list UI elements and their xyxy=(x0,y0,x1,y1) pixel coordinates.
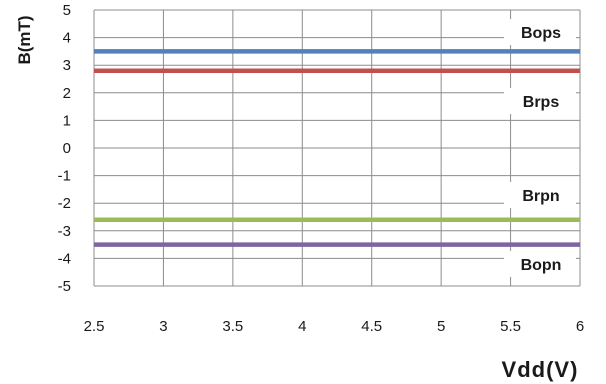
y-tick-labels: 5 4 3 2 1 0 -1 -2 -3 -4 -5 xyxy=(58,2,71,295)
gridlines xyxy=(93,9,581,287)
y-tick-label: -5 xyxy=(58,278,71,295)
series-labels: Bops Brps Brpn Bopn xyxy=(504,19,576,277)
y-tick-label: -1 xyxy=(58,168,71,185)
x-tick-label: 4 xyxy=(298,318,306,335)
x-tick-labels: 2.5 3 3.5 4 4.5 5 5.5 6 xyxy=(84,318,585,335)
y-tick-label: 0 xyxy=(63,140,71,157)
x-tick-label: 4.5 xyxy=(361,318,382,335)
x-tick-label: 6 xyxy=(576,318,584,335)
series-label-bopn: Bopn xyxy=(521,257,562,274)
series-label-brpn: Brpn xyxy=(522,188,559,205)
y-tick-label: -3 xyxy=(58,223,71,240)
series-label-box xyxy=(504,88,576,115)
x-tick-label: 2.5 xyxy=(84,318,105,335)
series-label-box xyxy=(504,250,576,277)
series-label-brps: Brps xyxy=(523,94,560,111)
y-tick-label: 3 xyxy=(63,57,71,74)
x-tick-label: 3.5 xyxy=(222,318,243,335)
series-label-box xyxy=(504,181,576,208)
series-lines xyxy=(94,49,580,247)
x-axis-label: Vdd(V) xyxy=(502,357,579,382)
y-tick-label: -4 xyxy=(58,250,71,267)
x-tick-label: 5 xyxy=(437,318,445,335)
y-tick-label: 2 xyxy=(63,85,71,102)
y-tick-label: 4 xyxy=(63,30,71,47)
y-tick-label: -2 xyxy=(58,195,71,212)
series-label-bops: Bops xyxy=(521,25,561,42)
y-tick-label: 1 xyxy=(63,112,71,129)
y-axis-label: B(mT) xyxy=(15,15,34,64)
x-tick-label: 5.5 xyxy=(500,318,521,335)
x-tick-label: 3 xyxy=(159,318,167,335)
y-tick-label: 5 xyxy=(63,2,71,19)
series-label-box xyxy=(504,19,576,46)
